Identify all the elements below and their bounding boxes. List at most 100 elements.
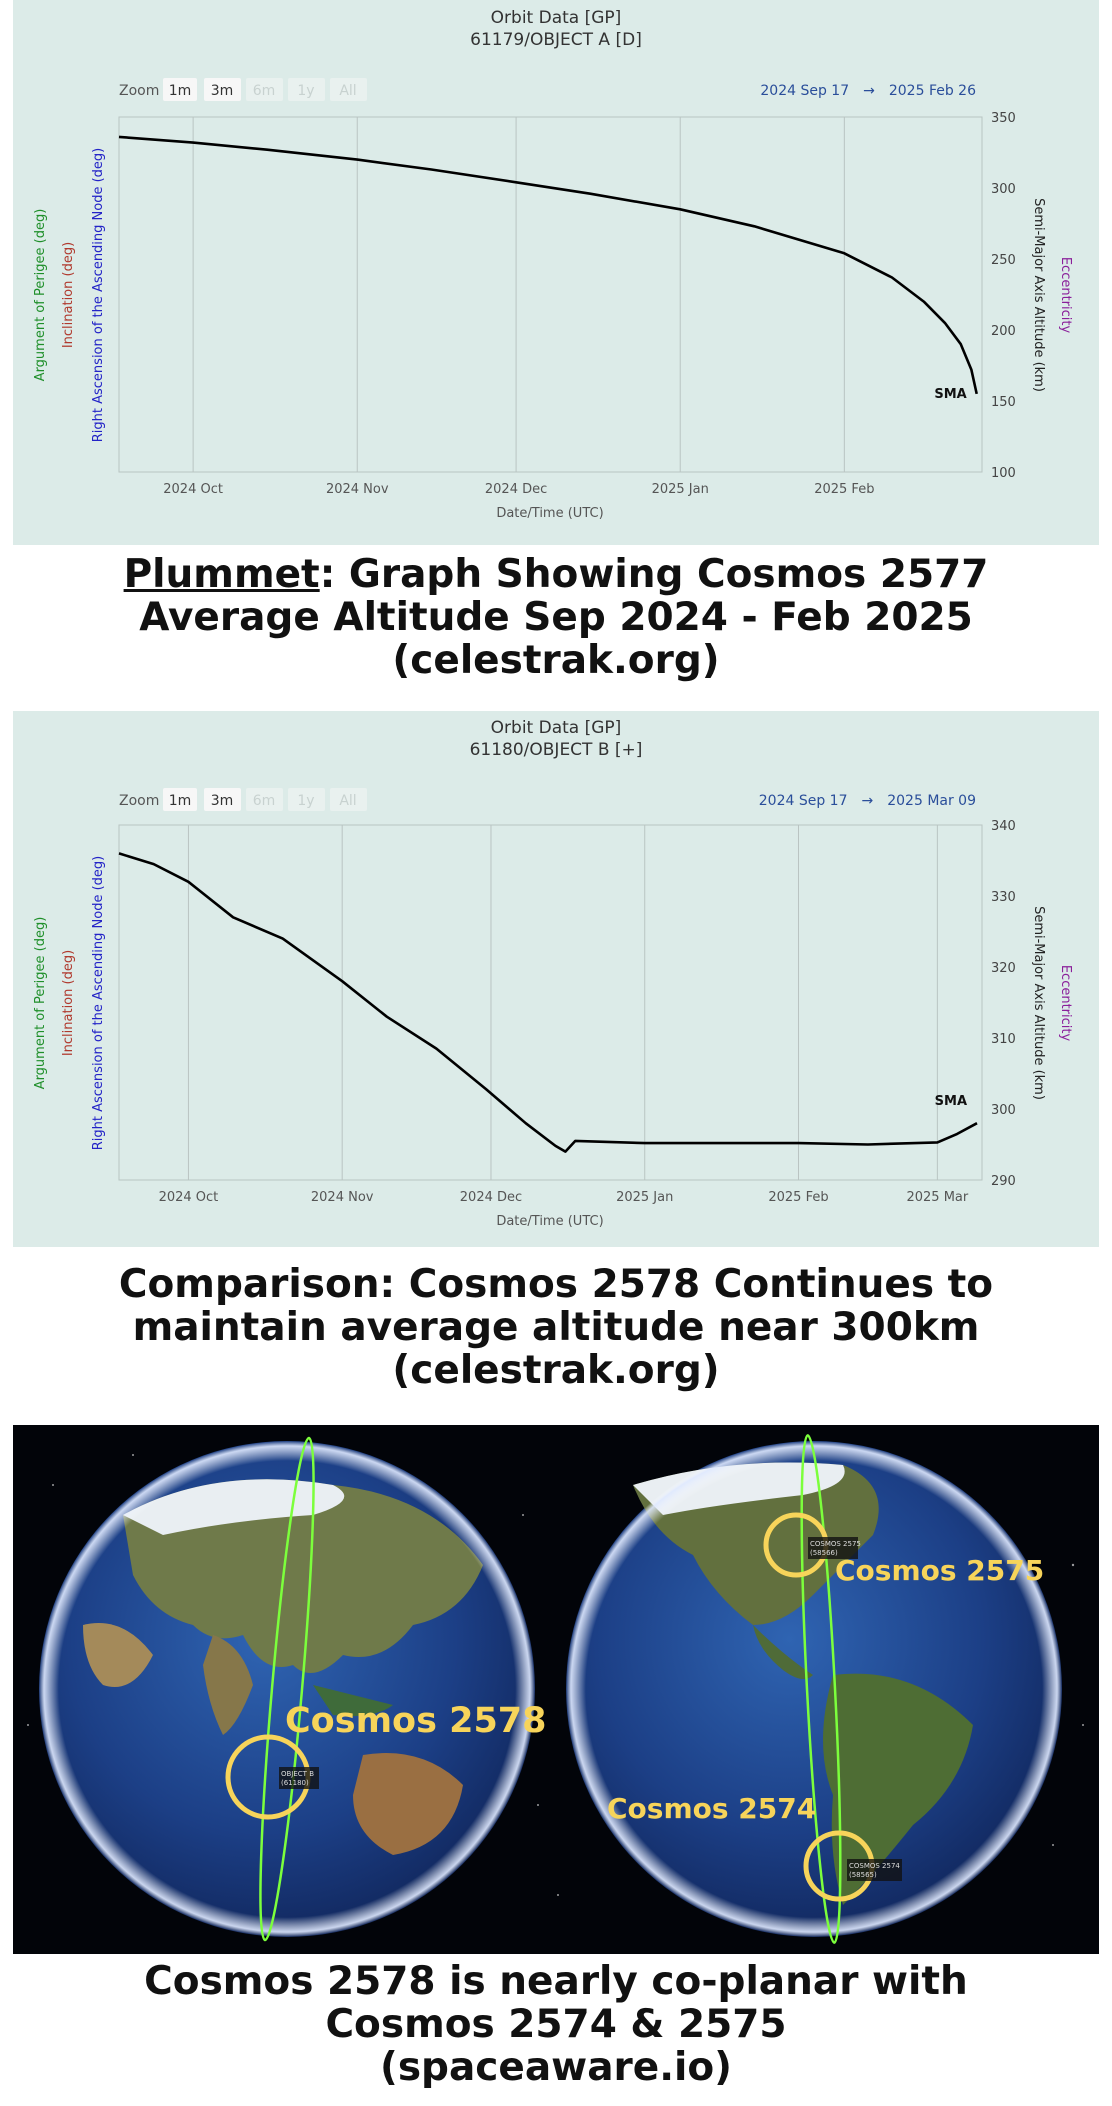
zoom-button-all: All <box>330 788 367 811</box>
axis-label-raan: Right Ascension of the Ascending Node (d… <box>91 148 106 443</box>
orbit-track-left <box>259 1436 315 1942</box>
zoom-button-label: 1m <box>169 793 192 809</box>
tag-line: (58566) <box>810 1549 838 1557</box>
zoom-label: Zoom <box>119 83 159 99</box>
tag-cosmos-2574: COSMOS 2574 (58565) <box>847 1859 902 1881</box>
axis-label-inclination: Inclination (deg) <box>61 950 76 1056</box>
caption-line: Cosmos 2578 is nearly co-planar with <box>144 1959 968 2004</box>
x-tick-label: 2024 Oct <box>159 1190 219 1205</box>
y-tick-label: 250 <box>991 253 1016 268</box>
caption-emphasis: Plummet <box>123 552 320 597</box>
caption-text: : Graph Showing Cosmos 2577 <box>319 552 989 597</box>
zoom-button-6m: 6m <box>246 78 283 101</box>
series-label-sma: SMA <box>935 1094 967 1109</box>
zoom-button-1y: 1y <box>288 78 325 101</box>
globe-illustration: OBJECT B (61180) Cosmos 2578 COSMOS 2575… <box>27 1434 1084 1944</box>
y-axis: 100 150 200 250 300 350 <box>991 111 1016 481</box>
tag-line: (61180) <box>281 1779 309 1787</box>
x-axis: 2024 Oct 2024 Nov 2024 Dec 2025 Jan 2025 Feb… <box>159 1190 969 1205</box>
chart-panel-a: Orbit Data [GP] 61179/OBJECT A [D] Zoom … <box>13 0 1099 545</box>
x-tick-label: 2024 Oct <box>163 482 223 497</box>
zoom-button-1m[interactable]: 1m <box>163 788 197 811</box>
x-tick-label: 2024 Dec <box>460 1190 522 1205</box>
chart-title: Orbit Data [GP] <box>491 8 622 28</box>
zoom-button-3m[interactable]: 3m <box>204 78 241 101</box>
stars <box>27 1454 1084 1896</box>
chart-a: Orbit Data [GP] 61179/OBJECT A [D] Zoom … <box>33 8 1073 521</box>
tag-cosmos-2575: COSMOS 2575 (58566) <box>808 1537 861 1559</box>
axis-label-eccentricity: Eccentricity <box>1058 965 1073 1042</box>
left-globe <box>39 1441 535 1937</box>
label-cosmos-2574: Cosmos 2574 <box>607 1792 816 1825</box>
tag-object-b: OBJECT B (61180) <box>279 1767 319 1789</box>
caption-line: (celestrak.org) <box>392 638 720 683</box>
axis-label-inclination: Inclination (deg) <box>61 242 76 348</box>
axis-label-sma-altitude: Semi-Major Axis Altitude (km) <box>1031 198 1046 392</box>
axis-label-eccentricity: Eccentricity <box>1058 257 1073 334</box>
y-tick-label: 340 <box>991 819 1016 834</box>
caption-line: (spaceaware.io) <box>380 2045 732 2090</box>
plot-frame <box>118 116 983 473</box>
x-tick-label: 2025 Mar <box>906 1190 968 1205</box>
y-tick-label: 310 <box>991 1032 1016 1047</box>
x-axis: 2024 Oct 2024 Nov 2024 Dec 2025 Jan 2025 Feb <box>163 482 874 497</box>
x-axis-title: Date/Time (UTC) <box>496 1214 603 1229</box>
chart-subtitle: 61179/OBJECT A [D] <box>470 30 642 50</box>
date-range[interactable]: 2024 Sep 17 → 2025 Mar 09 <box>759 793 976 809</box>
caption-plummet: Plummet: Graph Showing Cosmos 2577 Avera… <box>0 553 1112 682</box>
tag-line: OBJECT B <box>281 1770 314 1778</box>
x-tick-label: 2025 Feb <box>768 1190 828 1205</box>
date-range[interactable]: 2024 Sep 17 → 2025 Feb 26 <box>760 83 976 99</box>
zoom-button-label: 6m <box>253 83 276 99</box>
zoom-button-1y: 1y <box>288 788 325 811</box>
tag-line: COSMOS 2574 <box>849 1862 900 1870</box>
chart-subtitle: 61180/OBJECT B [+] <box>470 740 643 760</box>
y-tick-label: 100 <box>991 466 1016 481</box>
x-tick-label: 2025 Jan <box>652 482 709 497</box>
x-axis-title: Date/Time (UTC) <box>496 506 603 521</box>
sma-series-line <box>118 852 978 1153</box>
caption-line: (celestrak.org) <box>392 1348 720 1393</box>
zoom-button-1m[interactable]: 1m <box>163 78 197 101</box>
zoom-button-label: All <box>339 793 356 809</box>
caption-coplanar: Cosmos 2578 is nearly co-planar with Cos… <box>0 1960 1112 2089</box>
axis-label-argument-of-perigee: Argument of Perigee (deg) <box>33 209 48 382</box>
y-tick-label: 150 <box>991 395 1016 410</box>
globe-images: OBJECT B (61180) Cosmos 2578 COSMOS 2575… <box>13 1425 1099 1954</box>
plot-grid <box>187 825 938 1180</box>
caption-line: Comparison: Cosmos 2578 Continues to <box>118 1262 994 1307</box>
caption-comparison: Comparison: Cosmos 2578 Continues to mai… <box>0 1263 1112 1392</box>
zoom-button-label: 3m <box>211 793 234 809</box>
label-cosmos-2575: Cosmos 2575 <box>835 1554 1044 1587</box>
chart-b: Orbit Data [GP] 61180/OBJECT B [+] Zoom … <box>33 718 1073 1229</box>
zoom-button-3m[interactable]: 3m <box>204 788 241 811</box>
zoom-label: Zoom <box>119 793 159 809</box>
tag-line: COSMOS 2575 <box>810 1540 861 1548</box>
zoom-button-label: All <box>339 83 356 99</box>
y-tick-label: 300 <box>991 182 1016 197</box>
x-tick-label: 2024 Dec <box>485 482 547 497</box>
y-tick-label: 300 <box>991 1103 1016 1118</box>
caption-line: Plummet: Graph Showing Cosmos 2577 <box>0 553 1112 596</box>
caption-line: maintain average altitude near 300km <box>132 1305 980 1350</box>
y-tick-label: 330 <box>991 890 1016 905</box>
caption-line: Average Altitude Sep 2024 - Feb 2025 <box>139 595 973 640</box>
y-tick-label: 200 <box>991 324 1016 339</box>
plot-frame <box>118 824 983 1181</box>
zoom-button-label: 1y <box>297 793 314 809</box>
series-label-sma: SMA <box>934 387 966 402</box>
axis-label-argument-of-perigee: Argument of Perigee (deg) <box>33 917 48 1090</box>
zoom-button-label: 1y <box>297 83 314 99</box>
zoom-button-all: All <box>330 78 367 101</box>
chart-panel-b: Orbit Data [GP] 61180/OBJECT B [+] Zoom … <box>13 711 1099 1247</box>
chart-title: Orbit Data [GP] <box>491 718 622 738</box>
zoom-button-label: 1m <box>169 83 192 99</box>
x-tick-label: 2025 Feb <box>814 482 874 497</box>
plot-grid <box>192 117 845 472</box>
x-tick-label: 2024 Nov <box>311 1190 374 1205</box>
x-tick-label: 2025 Jan <box>616 1190 673 1205</box>
y-axis: 290 300 310 320 330 340 <box>991 819 1016 1189</box>
sma-series-line <box>118 135 978 395</box>
zoom-button-label: 6m <box>253 793 276 809</box>
orbit-track-right <box>800 1434 842 1944</box>
